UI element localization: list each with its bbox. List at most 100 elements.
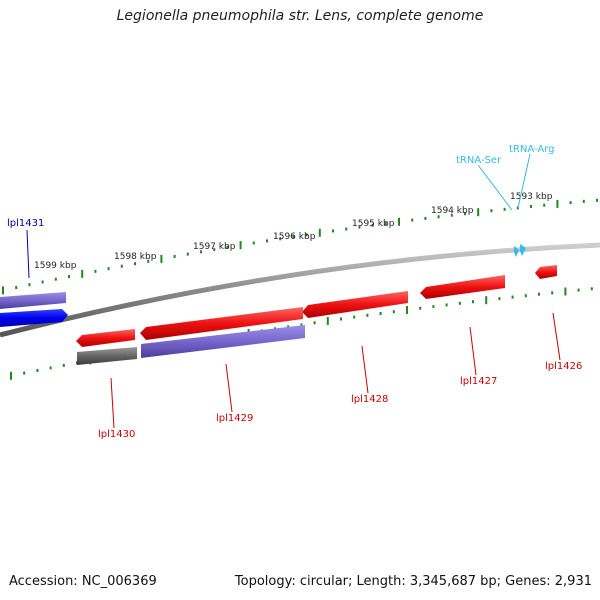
trna-arrow-ser[interactable]	[514, 246, 519, 257]
gene-arrow-lpl1429-red[interactable]	[140, 307, 303, 340]
lower-track-major-tick	[10, 371, 12, 380]
lower-track-minor-tick	[313, 321, 316, 325]
gene-arrow-lpl1427[interactable]	[420, 275, 505, 299]
lower-track-minor-tick	[472, 300, 474, 304]
gene-label-lpl1426[interactable]: lpl1426	[545, 361, 582, 372]
upper-track-minor-tick	[54, 277, 57, 281]
upper-track-minor-tick	[68, 275, 70, 279]
kbp-label-1599: 1599 kbp	[34, 261, 77, 271]
upper-track-minor-tick	[490, 209, 493, 213]
upper-track-minor-tick	[411, 218, 414, 222]
lower-track-minor-tick	[538, 292, 540, 296]
leader-trna-arg	[517, 153, 531, 209]
upper-track-minor-tick	[543, 203, 546, 207]
leader-trna-ser	[477, 164, 513, 211]
upper-track-major-tick	[239, 241, 242, 250]
lower-track-minor-tick	[287, 325, 290, 329]
upper-track-minor-tick	[226, 245, 229, 249]
kbp-labels: 1599 kbp 1598 kbp 1597 kbp 1596 kbp 1595…	[34, 192, 553, 271]
upper-track-minor-tick	[200, 250, 202, 254]
lower-track-major-tick	[406, 306, 408, 314]
lower-track-minor-tick	[36, 369, 39, 372]
gene-arrow-lpl1430-red[interactable]	[76, 329, 135, 347]
upper-track-minor-tick	[358, 225, 361, 229]
upper-track-major-tick	[318, 228, 321, 237]
lower-track-minor-tick	[49, 366, 52, 370]
upper-track-minor-tick	[569, 201, 572, 205]
lower-track-minor-tick	[498, 297, 501, 301]
upper-track-minor-tick	[107, 267, 110, 271]
gene-label-lpl1431[interactable]: lpl1431	[7, 218, 44, 229]
upper-track-minor-tick	[464, 212, 466, 216]
lower-track-major-tick	[564, 287, 567, 296]
leader-lpl1427	[469, 326, 477, 376]
map-title: Legionella pneumophila str. Lens, comple…	[116, 8, 484, 24]
upper-track-major-tick	[556, 199, 559, 208]
trna-label-arg[interactable]: tRNA-Arg	[509, 144, 554, 155]
tick-track-upper	[2, 198, 598, 295]
leader-lpl1428	[361, 345, 369, 394]
upper-track-minor-tick	[345, 227, 348, 231]
lower-track-major-tick	[485, 296, 488, 305]
gene-arrow-lpl1431-blue[interactable]	[0, 309, 68, 327]
kbp-label-1595: 1595 kbp	[352, 219, 395, 229]
upper-track-minor-tick	[305, 233, 308, 237]
upper-track-minor-tick	[450, 213, 453, 217]
gene-lpl1431[interactable]	[0, 292, 68, 327]
leader-lpl1431	[26, 229, 30, 279]
upper-track-minor-tick	[28, 283, 31, 287]
upper-track-major-tick	[398, 217, 400, 226]
lower-track-major-tick	[326, 316, 329, 325]
lower-track-minor-tick	[366, 313, 369, 317]
topology-text: Topology: circular; Length: 3,345,687 bp…	[234, 574, 592, 589]
upper-track-minor-tick	[147, 259, 150, 263]
gene-arrow-lpl1431-purple[interactable]	[0, 292, 66, 309]
upper-track-minor-tick	[384, 222, 387, 225]
lower-track-minor-tick	[577, 288, 580, 292]
lower-track-minor-tick	[524, 294, 527, 298]
lower-track-minor-tick	[590, 287, 593, 291]
upper-track-minor-tick	[134, 262, 136, 266]
upper-track-minor-tick	[15, 286, 18, 289]
lower-track-minor-tick	[392, 310, 395, 314]
gene-label-lpl1430[interactable]: lpl1430	[98, 429, 135, 440]
gene-label-lpl1427[interactable]: lpl1427	[460, 376, 497, 387]
upper-track-minor-tick	[437, 215, 440, 219]
gene-arrow-lpl1430-gray[interactable]	[77, 347, 137, 365]
lower-track-minor-tick	[511, 295, 514, 299]
trna-label-ser[interactable]: tRNA-Ser	[456, 155, 502, 166]
lower-track-minor-tick	[432, 305, 435, 309]
upper-track-minor-tick	[94, 269, 97, 273]
gene-label-lpl1428[interactable]: lpl1428	[351, 394, 388, 405]
leader-lpl1430	[110, 377, 115, 429]
lower-track-minor-tick	[353, 315, 356, 319]
lower-track-minor-tick	[445, 303, 448, 307]
upper-track-minor-tick	[41, 280, 44, 284]
leader-lpl1426	[552, 312, 561, 361]
lower-track-minor-tick	[419, 306, 422, 310]
gene-arrow-lpl1429-purple[interactable]	[141, 325, 305, 358]
upper-track-minor-tick	[332, 229, 334, 233]
upper-track-minor-tick	[266, 239, 268, 243]
leader-lines	[26, 153, 561, 429]
kbp-label-1593: 1593 kbp	[510, 192, 553, 202]
genome-backbone	[0, 242, 600, 338]
upper-track-major-tick	[81, 269, 84, 278]
upper-track-major-tick	[2, 286, 4, 295]
upper-track-minor-tick	[424, 216, 427, 220]
kbp-label-1594: 1594 kbp	[431, 206, 474, 216]
lower-track-minor-tick	[300, 323, 303, 327]
trna-arrow-arg[interactable]	[520, 244, 526, 256]
accession-text: Accession: NC_006369	[9, 574, 157, 589]
gene-arrow-lpl1426[interactable]	[535, 265, 557, 279]
lower-track-minor-tick	[458, 301, 461, 305]
upper-track-minor-tick	[173, 255, 176, 258]
leader-lpl1429	[225, 363, 233, 413]
gene-label-lpl1429[interactable]: lpl1429	[216, 413, 253, 424]
kbp-label-1596: 1596 kbp	[273, 232, 316, 242]
upper-track-minor-tick	[503, 207, 506, 211]
upper-track-minor-tick	[213, 248, 216, 252]
gene-arrow-lpl1428[interactable]	[302, 291, 408, 318]
kbp-label-1597: 1597 kbp	[193, 242, 236, 252]
